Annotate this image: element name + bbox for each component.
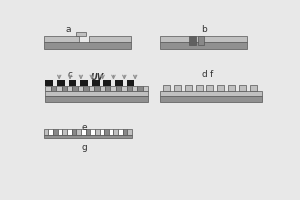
Bar bbox=[143, 86, 148, 91]
Bar bbox=[160, 91, 262, 96]
Bar bbox=[132, 86, 137, 91]
Bar bbox=[94, 86, 100, 91]
Bar bbox=[250, 85, 257, 91]
Bar bbox=[110, 86, 116, 91]
Bar bbox=[48, 129, 53, 135]
Bar bbox=[103, 80, 111, 86]
Bar bbox=[228, 85, 235, 91]
Bar bbox=[58, 129, 62, 135]
Bar bbox=[137, 86, 143, 91]
Bar bbox=[115, 80, 123, 86]
Bar bbox=[45, 86, 51, 91]
Bar bbox=[45, 96, 148, 102]
Bar bbox=[127, 86, 132, 91]
Text: UV: UV bbox=[91, 73, 104, 82]
Bar bbox=[51, 86, 56, 91]
Bar bbox=[80, 80, 88, 86]
Bar bbox=[53, 129, 58, 135]
Bar bbox=[163, 85, 170, 91]
Bar bbox=[57, 80, 64, 86]
Bar bbox=[83, 86, 89, 91]
Bar bbox=[62, 129, 67, 135]
Bar bbox=[105, 86, 110, 91]
Text: c: c bbox=[68, 70, 73, 79]
Bar bbox=[160, 36, 247, 42]
Text: b: b bbox=[201, 25, 207, 34]
Bar bbox=[90, 129, 95, 135]
Bar bbox=[56, 86, 62, 91]
Bar bbox=[128, 129, 132, 135]
Text: d: d bbox=[201, 70, 207, 79]
Bar bbox=[121, 86, 127, 91]
Bar bbox=[81, 129, 85, 135]
Bar bbox=[116, 86, 121, 91]
Bar bbox=[44, 42, 130, 49]
Bar bbox=[118, 129, 123, 135]
Bar bbox=[217, 85, 224, 91]
Bar bbox=[206, 85, 213, 91]
Bar bbox=[76, 32, 86, 36]
Bar bbox=[45, 80, 53, 86]
Bar bbox=[44, 135, 132, 138]
Text: e: e bbox=[81, 123, 87, 132]
Bar bbox=[44, 129, 48, 135]
Bar bbox=[45, 91, 148, 96]
Bar bbox=[76, 129, 81, 135]
Bar bbox=[67, 86, 72, 91]
Bar bbox=[72, 129, 76, 135]
Bar bbox=[189, 36, 196, 45]
Bar bbox=[104, 129, 109, 135]
Bar bbox=[92, 80, 100, 86]
Bar bbox=[160, 96, 262, 102]
Bar bbox=[89, 36, 130, 42]
Bar bbox=[95, 129, 100, 135]
Bar bbox=[185, 85, 192, 91]
Bar bbox=[100, 129, 104, 135]
Text: a: a bbox=[66, 25, 71, 34]
Bar bbox=[72, 86, 78, 91]
Bar bbox=[61, 86, 67, 91]
Bar bbox=[68, 80, 76, 86]
Bar bbox=[67, 129, 72, 135]
Text: g: g bbox=[81, 143, 87, 152]
Bar bbox=[89, 86, 94, 91]
Bar bbox=[174, 85, 181, 91]
Bar bbox=[127, 80, 134, 86]
Text: f: f bbox=[210, 70, 214, 79]
Bar bbox=[123, 129, 128, 135]
Bar bbox=[239, 85, 246, 91]
Bar bbox=[113, 129, 118, 135]
Bar bbox=[78, 86, 83, 91]
Bar bbox=[109, 129, 113, 135]
Bar bbox=[100, 86, 105, 91]
Bar bbox=[44, 36, 79, 42]
Bar bbox=[196, 85, 202, 91]
Bar bbox=[160, 42, 247, 49]
Bar bbox=[198, 36, 204, 45]
Bar bbox=[85, 129, 90, 135]
